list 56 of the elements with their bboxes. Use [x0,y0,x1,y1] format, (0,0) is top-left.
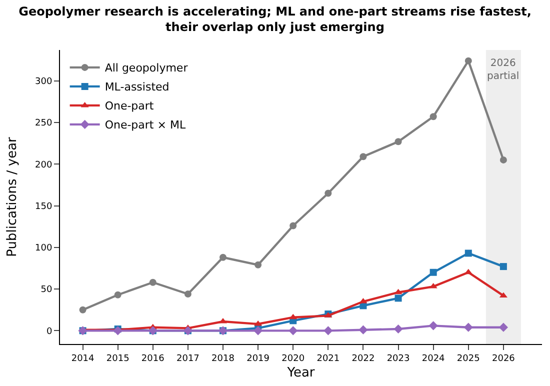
point [254,261,262,268]
point [114,291,122,298]
x-tick-label: 2020 [282,354,305,364]
point [254,326,263,336]
x-tick-label: 2019 [246,354,270,364]
y-tick-label: 50 [40,285,52,296]
point [358,325,368,334]
point [289,314,298,320]
point [394,288,402,294]
x-tick-label: 2021 [316,354,340,364]
point [394,294,402,302]
point [394,324,403,334]
x-tick-label: 2015 [106,354,130,364]
point [464,57,472,64]
point [428,321,438,330]
point [500,263,507,270]
point [394,138,402,146]
x-tick-label: 2016 [141,354,165,364]
point [430,113,437,120]
y-tick-label: 250 [35,118,52,129]
point [498,322,508,332]
point [324,190,332,197]
y-tick-label: 100 [35,244,52,254]
point [113,326,122,336]
y-tick-label: 200 [35,160,52,170]
x-tick-label: 2025 [456,354,480,364]
legend-label: One-part × ML [104,118,186,132]
x-tick-label: 2014 [71,354,95,364]
point [464,322,473,332]
y-axis-title: Publications / year [4,136,20,257]
point [149,278,156,286]
point [290,222,297,230]
point [288,326,298,336]
x-tick-label: 2023 [386,354,410,364]
point [184,290,192,298]
band-label: 2026 partial [487,58,520,82]
point [500,156,507,164]
x-tick-label: 2018 [212,354,235,364]
point [220,254,226,261]
legend-label: One-part [104,100,154,113]
point [79,306,86,314]
x-tick-label: 2017 [176,354,200,364]
point [430,268,437,276]
point [324,326,333,336]
y-tick-label: 150 [35,202,52,212]
legend-label: ML-assisted [104,80,170,94]
x-axis-title: Year [286,365,316,380]
chart-title: Geopolymer research is accelerating; ML and one-part streams rise fastest, their overlap only just emerging [18,4,532,34]
legend-label: All geopolymer [104,62,188,75]
x-tick-label: 2026 [492,354,516,364]
point [464,250,472,257]
point [360,153,367,160]
y-tick-label: 300 [35,76,52,87]
x-tick-label: 2022 [352,354,375,364]
x-tick-label: 2024 [422,354,446,364]
y-tick-label: 0 [46,326,52,337]
